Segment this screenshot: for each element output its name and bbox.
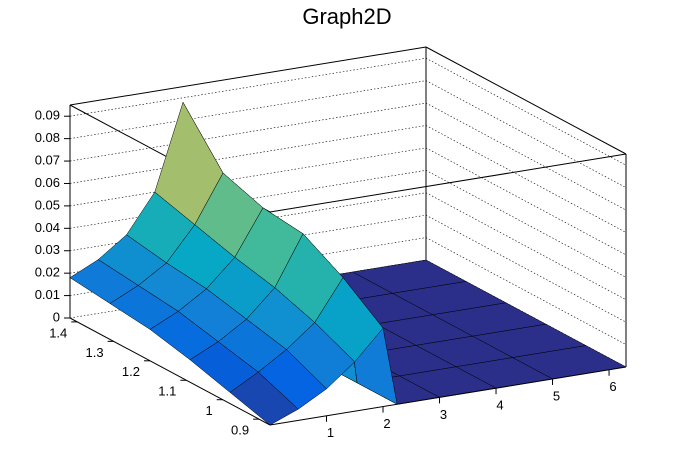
box-edge: [425, 46, 627, 155]
y-tick-label: 1.3: [86, 345, 104, 360]
box-edge: [269, 153, 627, 213]
y-tick-label: 1: [205, 403, 212, 418]
chart-title: Graph2D: [302, 4, 391, 29]
z-tick-label: 0.07: [35, 152, 60, 167]
z-tick-label: 0.09: [35, 108, 60, 123]
x-tick-label: 2: [383, 416, 390, 431]
box-edge: [269, 366, 627, 426]
z-tick-label: 0.03: [35, 242, 60, 257]
box-edge: [69, 317, 271, 426]
z-tick-label: 0.06: [35, 175, 60, 190]
z-tick-label: 0.05: [35, 197, 60, 212]
y-tick-label: 0.9: [231, 423, 249, 438]
z-tick-label: 0: [53, 309, 60, 324]
x-tick-label: 3: [440, 407, 447, 422]
z-tick-label: 0.04: [35, 220, 60, 235]
surface-cell: [229, 371, 299, 426]
z-tick-label: 0.02: [35, 265, 60, 280]
x-tick-label: 6: [609, 379, 616, 394]
z-tick-label: 0.01: [35, 287, 60, 302]
x-tick-label: 1: [327, 425, 334, 440]
y-tick-label: 1.2: [122, 364, 140, 379]
x-tick-label: 5: [553, 388, 560, 403]
y-tick-label: 1.1: [158, 384, 176, 399]
z-tick-label: 0.08: [35, 130, 60, 145]
y-tick-label: 1.4: [49, 325, 67, 340]
x-tick-label: 4: [496, 398, 503, 413]
box-edge: [69, 46, 427, 106]
